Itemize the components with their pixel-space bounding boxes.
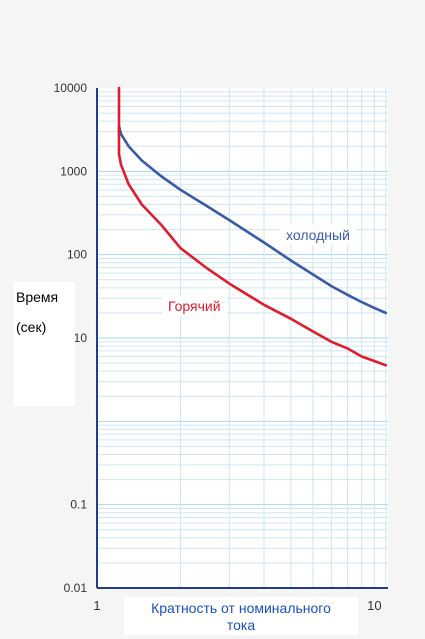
x-axis-label-line2: тока	[226, 617, 256, 633]
y-tick-label: 0.01	[64, 581, 88, 595]
y-tick-label: 100	[67, 248, 87, 262]
x-tick-label: 1	[93, 598, 100, 613]
series-label-cold: холодный	[280, 225, 356, 245]
y-tick-label: 10	[74, 331, 88, 345]
y-axis-label-line2: (сек)	[16, 319, 47, 335]
series-label-hot: Горячий	[162, 296, 227, 316]
y-tick-label: 0.1	[70, 498, 87, 512]
x-axis-label: Кратность от номинального тока	[124, 597, 358, 635]
y-axis-label: Время (сек)	[14, 282, 75, 406]
x-axis-label-line1: Кратность от номинального	[151, 600, 331, 616]
y-tick-label: 1000	[60, 164, 87, 178]
series-lines	[117, 86, 388, 367]
y-tick-label: 10000	[54, 81, 88, 95]
tick-labels: 10000 1000 100 10 0.1 0.01 1 10	[54, 81, 382, 613]
series-line-0	[117, 124, 388, 315]
series-line-1	[117, 86, 388, 367]
x-tick-label: 10	[367, 598, 381, 613]
grid	[97, 88, 388, 589]
y-axis-label-line1: Время	[16, 289, 59, 305]
